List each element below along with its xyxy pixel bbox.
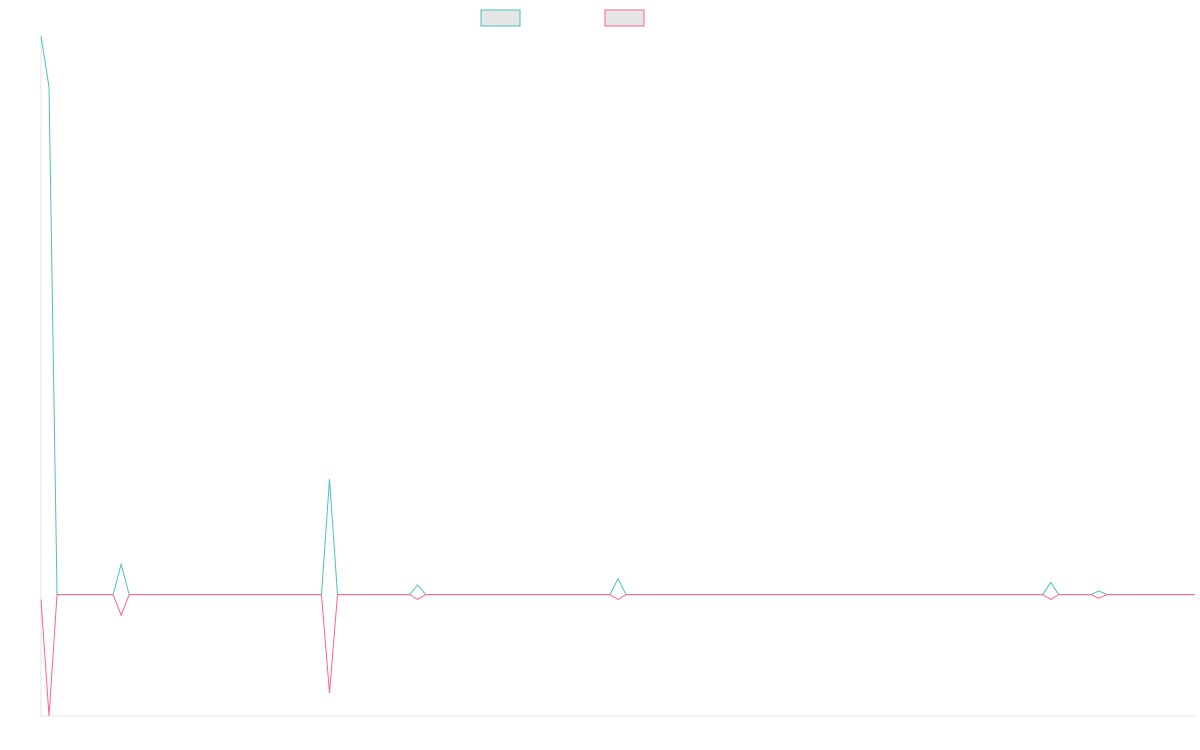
legend-swatch-2 <box>604 9 645 27</box>
axes <box>40 34 1195 717</box>
series-2-line <box>40 594 1195 717</box>
legend <box>480 9 645 27</box>
legend-swatch-1 <box>480 9 521 27</box>
series-1-line <box>40 35 1195 596</box>
series-layer <box>40 35 1195 717</box>
